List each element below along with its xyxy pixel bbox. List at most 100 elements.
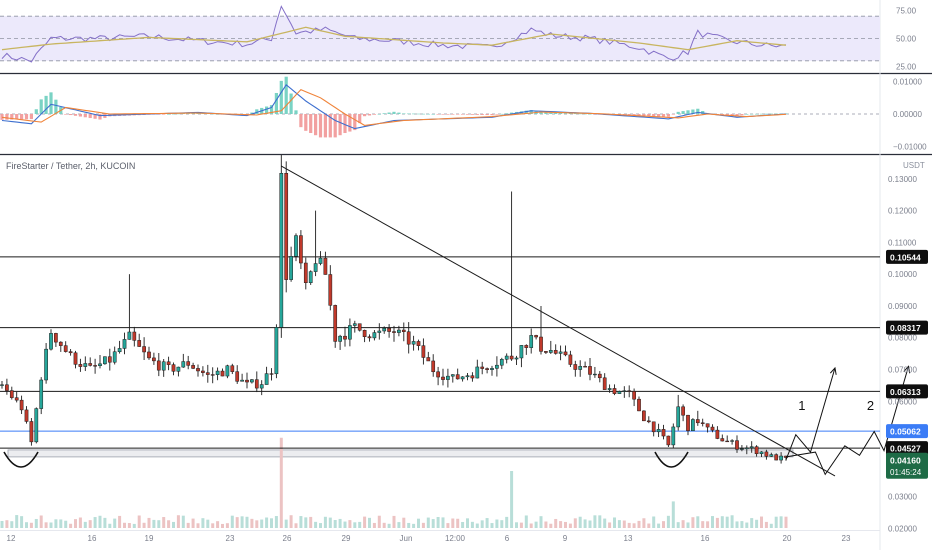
- volume-bar: [363, 516, 367, 528]
- candle-up: [308, 271, 313, 283]
- volume-bar: [172, 521, 175, 528]
- macd-histogram-bar: [294, 110, 298, 114]
- volume-bar: [368, 517, 371, 528]
- candle-down: [764, 451, 769, 457]
- macd-histogram-bar: [759, 113, 764, 115]
- macd-histogram-bar: [573, 113, 577, 115]
- level-value: 0.08317: [890, 323, 921, 333]
- volume-bar: [779, 516, 783, 528]
- macd-histogram-bar: [299, 114, 303, 128]
- macd-histogram-bar: [426, 113, 430, 115]
- candle-down: [426, 357, 431, 362]
- candle-down: [333, 305, 338, 342]
- candle-up: [411, 341, 416, 345]
- macd-histogram-bar: [44, 95, 48, 114]
- volume-bar: [588, 520, 592, 528]
- volume-bar: [270, 518, 273, 528]
- candle-up: [740, 448, 744, 450]
- projection-arrow-1-head: [829, 366, 837, 375]
- volume-bar: [475, 523, 479, 528]
- blue-level-badge: [886, 424, 928, 439]
- descending-trendline: [281, 165, 836, 477]
- volume-bar: [113, 518, 117, 528]
- candle-up: [289, 256, 293, 280]
- candle-down: [147, 351, 151, 359]
- macd-tick-label: 0.00000: [893, 110, 922, 119]
- volume-bar: [426, 517, 430, 528]
- volume-bar: [549, 523, 553, 528]
- candle-up: [617, 391, 622, 394]
- candle-up: [103, 356, 107, 365]
- macd-histogram-bar: [657, 114, 661, 117]
- volume-bar: [632, 523, 636, 528]
- volume-bar: [382, 522, 386, 528]
- candle-up: [338, 335, 342, 342]
- volume-bar: [314, 521, 318, 528]
- candle-down: [205, 372, 210, 375]
- price-tick-label: 0.08000: [888, 334, 917, 343]
- candle-down: [54, 333, 58, 343]
- volume-bar: [510, 471, 514, 528]
- candle-down: [695, 419, 700, 424]
- macd-histogram-bar: [495, 114, 499, 115]
- volume-bar: [265, 517, 269, 528]
- macd-histogram-bar: [171, 113, 176, 115]
- support-zone: [7, 449, 794, 458]
- candle-down: [735, 440, 739, 450]
- volume-bar: [696, 516, 700, 528]
- candle-down: [132, 331, 137, 341]
- macd-histogram-bar: [446, 114, 450, 115]
- time-tick-label: 29: [342, 534, 351, 543]
- volume-bar: [671, 501, 675, 528]
- candle-down: [774, 454, 779, 461]
- volume-bar: [245, 516, 249, 528]
- candle-down: [563, 351, 568, 356]
- candle-down: [539, 336, 543, 352]
- macd-histogram-bar: [764, 113, 768, 115]
- macd-histogram-bar: [348, 114, 352, 132]
- candle-down: [568, 354, 573, 365]
- volume-bar: [720, 516, 724, 528]
- macd-histogram-bar: [642, 114, 646, 116]
- macd-histogram-bar: [0, 114, 4, 120]
- candle-down: [588, 366, 592, 375]
- level-value: 0.06313: [890, 387, 921, 397]
- macd-histogram-bar: [78, 114, 82, 117]
- macd-histogram-bar: [475, 114, 479, 115]
- candle-down: [455, 374, 460, 380]
- price-tick-label: 0.02000: [888, 524, 917, 533]
- macd-histogram-bar: [216, 114, 220, 115]
- candle-up: [450, 374, 455, 377]
- macd-histogram-bar: [358, 114, 362, 124]
- macd-histogram-bar: [255, 109, 259, 114]
- volume-bar: [93, 517, 97, 528]
- candle-down: [19, 399, 24, 411]
- candle-up: [215, 370, 220, 375]
- candle-down: [284, 173, 289, 280]
- macd-histogram-bar: [34, 109, 38, 114]
- macd-histogram-bar: [269, 105, 274, 114]
- candle-up: [250, 379, 254, 383]
- macd-histogram-bar: [676, 111, 680, 114]
- chart-title: FireStarter / Tether, 2h, KUCOIN: [6, 161, 136, 171]
- rsi-ma-line: [1, 26, 787, 51]
- candle-up: [39, 379, 44, 409]
- candle-up: [578, 366, 583, 370]
- volume-bar: [500, 520, 504, 528]
- volume-bar: [294, 523, 298, 528]
- macd-histogram-bar: [652, 114, 656, 117]
- macd-histogram-bar: [666, 114, 670, 117]
- candle-down: [9, 390, 14, 398]
- volume-bar: [372, 522, 376, 528]
- candle-down: [343, 335, 347, 340]
- projection-label-2: 2: [867, 398, 874, 413]
- candle-down: [137, 340, 142, 347]
- macd-histogram-bar: [436, 114, 440, 115]
- macd-histogram-bar: [412, 113, 416, 115]
- macd-histogram-bar: [720, 114, 724, 115]
- macd-histogram-bar: [750, 113, 754, 115]
- macd-histogram-bar: [554, 112, 558, 114]
- volume-bar: [323, 516, 327, 528]
- volume-bar: [5, 520, 9, 528]
- macd-histogram-bar: [328, 114, 332, 138]
